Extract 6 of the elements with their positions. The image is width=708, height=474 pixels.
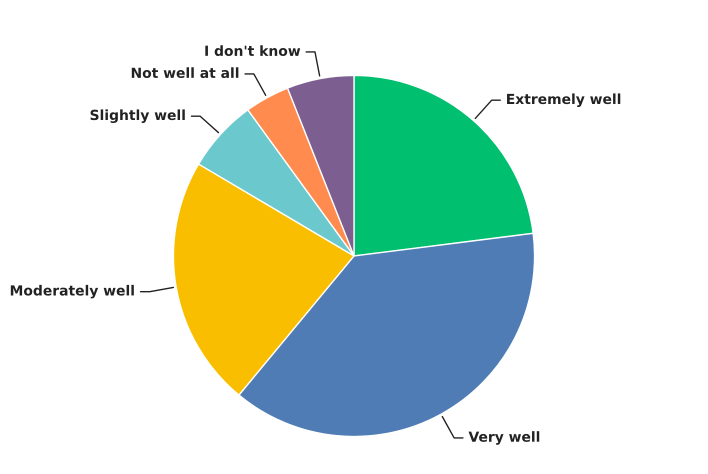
slice-label: Slightly well [90, 109, 185, 123]
slice-label: Moderately well [10, 284, 134, 298]
slice-label: Not well at all [132, 67, 238, 78]
slice-label: I don't know [205, 45, 300, 56]
slice-label: Very well [468, 431, 540, 445]
slice-label: Extremely well [507, 93, 620, 107]
